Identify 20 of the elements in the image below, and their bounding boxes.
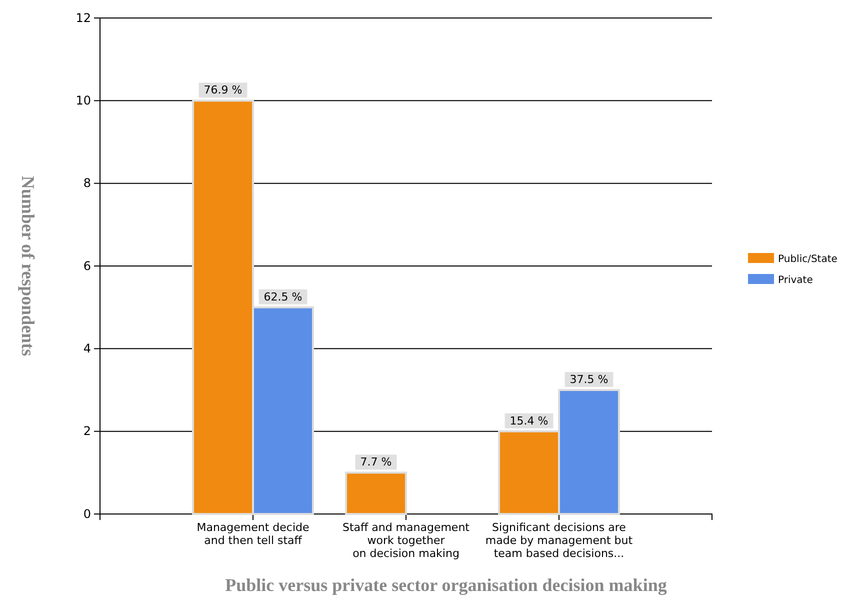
annotation: 15.4 % bbox=[510, 414, 548, 428]
annotation: 37.5 % bbox=[570, 373, 608, 386]
y-tick-label: 8 bbox=[83, 176, 91, 190]
legend-label: Private bbox=[778, 275, 813, 286]
y-tick-label: 2 bbox=[83, 424, 91, 438]
y-tick-label: 6 bbox=[83, 258, 91, 273]
annotation: 7.7 % bbox=[360, 456, 392, 469]
annotation: 76.9 % bbox=[204, 84, 242, 97]
y-tick-label: 0 bbox=[83, 506, 91, 521]
x-axis-title: Public versus private sector organisation decision making bbox=[225, 575, 667, 595]
legend-label: Public/State bbox=[778, 254, 838, 265]
x-tick-label: Management decide and then tell staff bbox=[196, 521, 310, 547]
annotation: 62.5 % bbox=[264, 290, 302, 304]
y-tick-label: 4 bbox=[83, 342, 91, 356]
y-axis-title: Number of respondents bbox=[18, 176, 38, 356]
x-tick-label: Significant decisions are made by management but team based decisions... bbox=[485, 521, 634, 560]
y-tick-label: 12 bbox=[76, 10, 91, 25]
x-tick-label: Staff and management work together on decision making bbox=[342, 521, 470, 560]
bar bbox=[345, 472, 407, 515]
y-tick-label: 10 bbox=[76, 94, 91, 108]
